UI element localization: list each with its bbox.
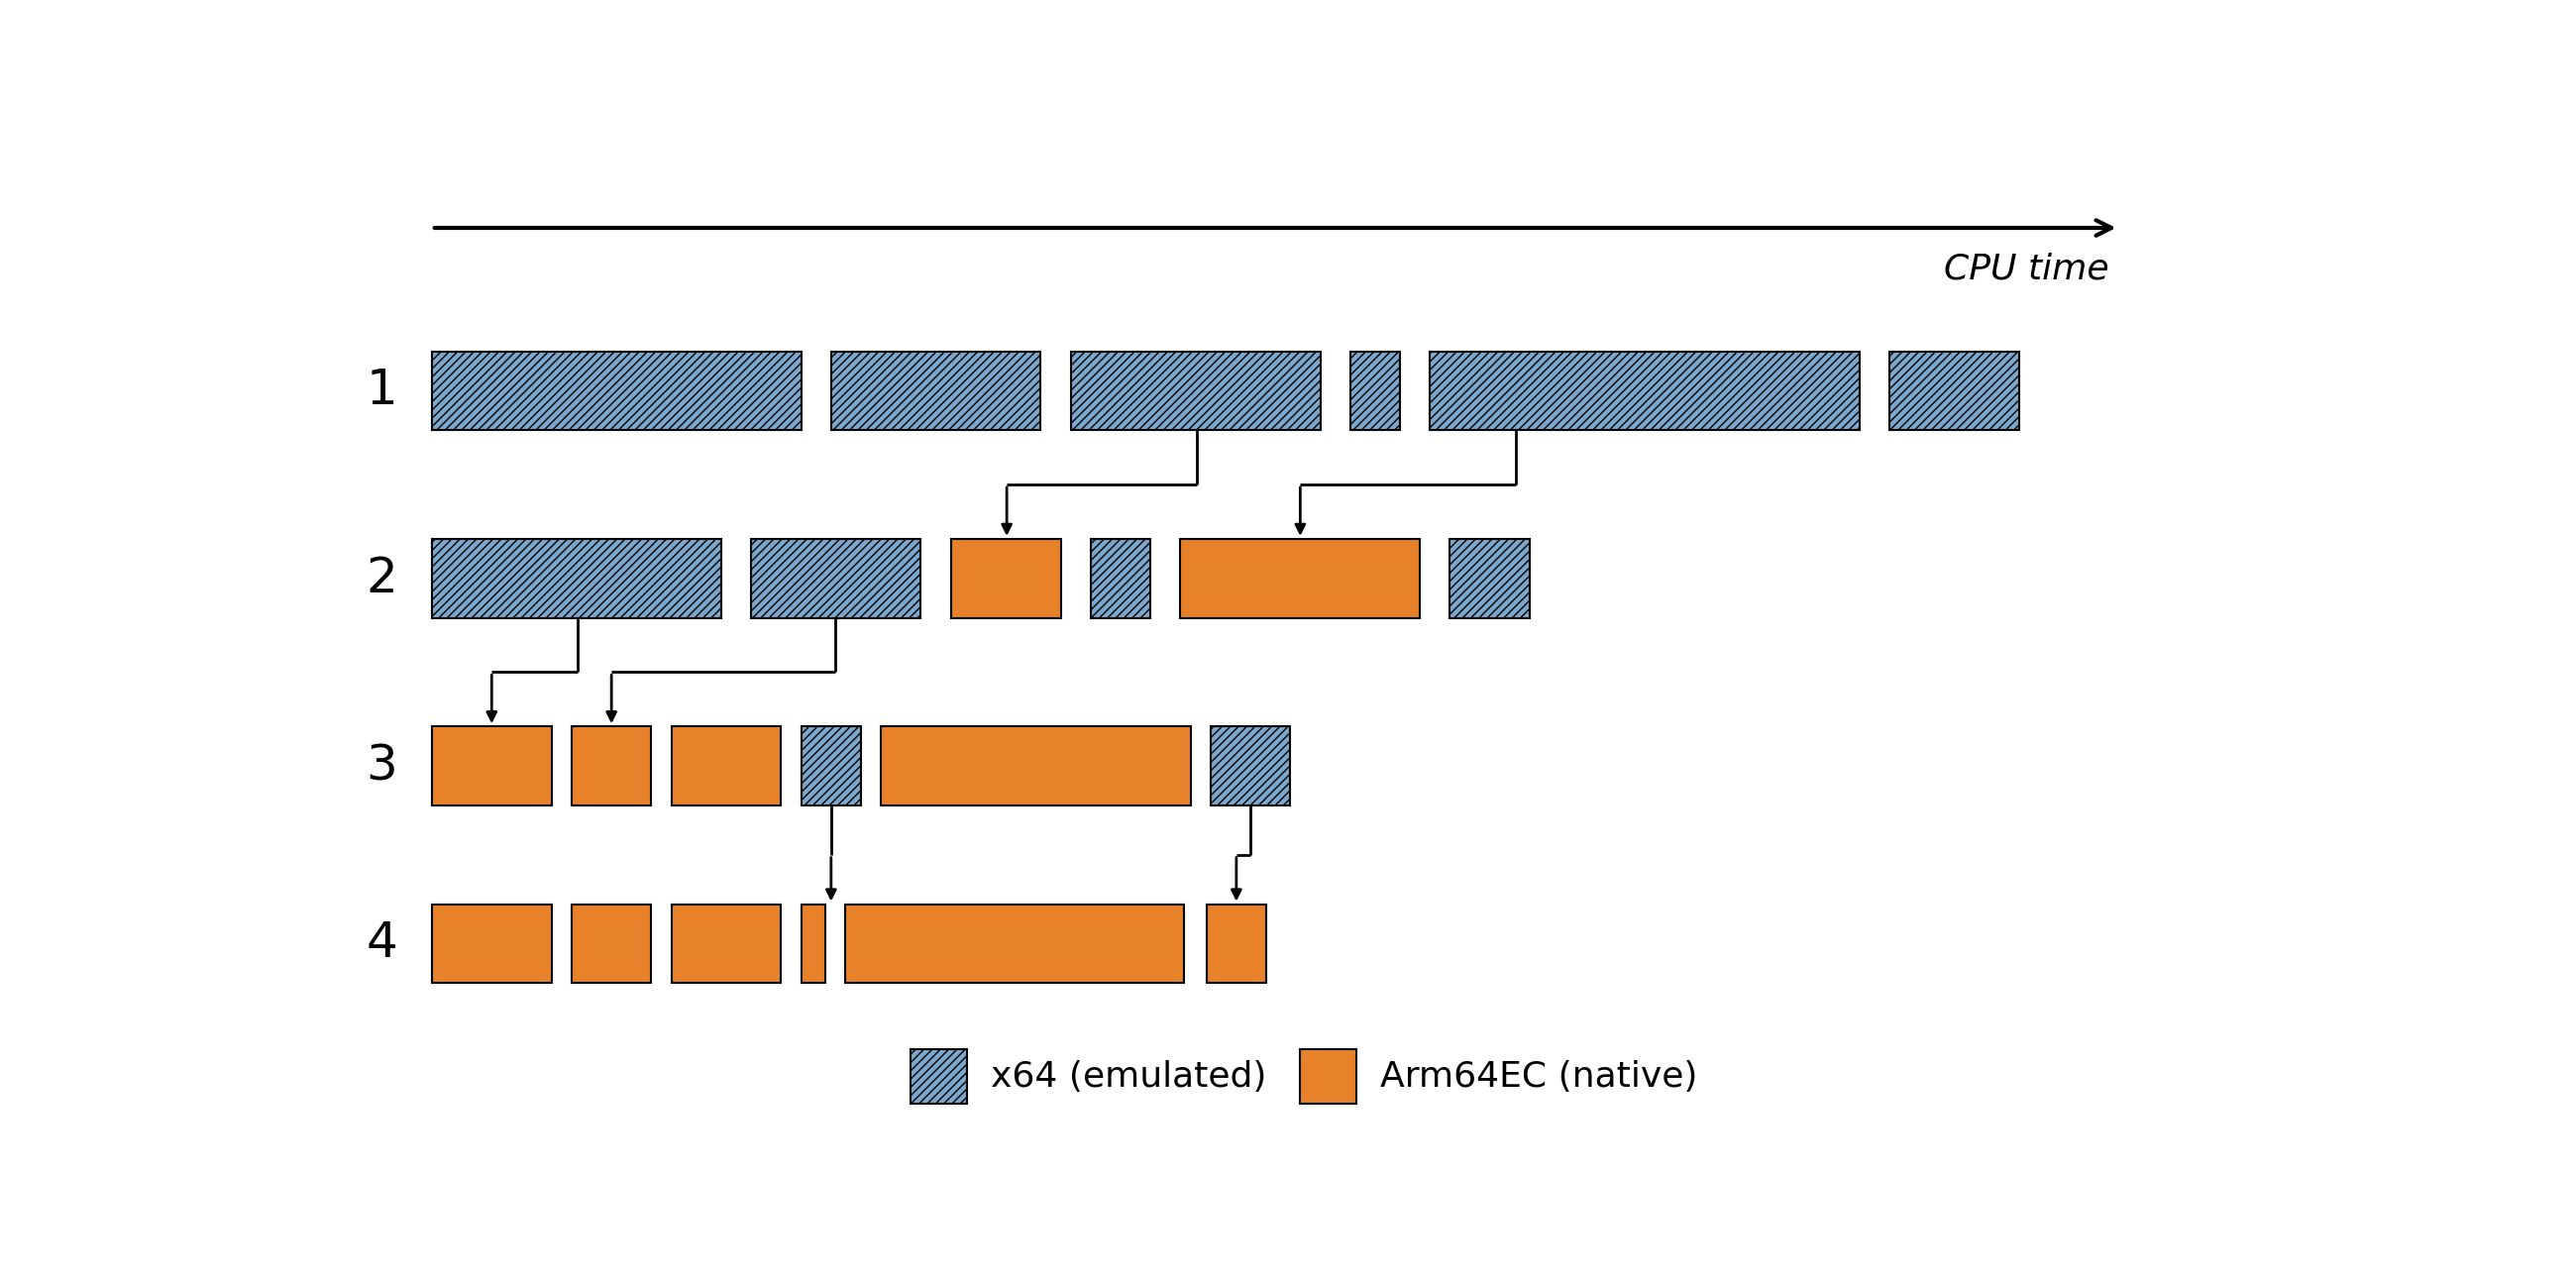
Bar <box>832 351 1041 431</box>
Bar <box>1430 351 1860 431</box>
Bar <box>1090 538 1151 618</box>
Bar <box>1350 351 1401 431</box>
Bar <box>433 727 551 805</box>
Bar <box>572 727 652 805</box>
Bar <box>881 727 1190 805</box>
Bar <box>845 904 1185 983</box>
Text: x64 (emulated): x64 (emulated) <box>992 1060 1267 1094</box>
Bar <box>1072 351 1319 431</box>
Text: 1: 1 <box>366 367 397 414</box>
Text: 4: 4 <box>366 919 397 968</box>
Bar <box>1450 538 1530 618</box>
Bar <box>801 727 860 805</box>
Bar <box>752 538 920 618</box>
Text: Arm64EC (native): Arm64EC (native) <box>1381 1060 1698 1094</box>
Bar <box>912 1050 966 1104</box>
Bar <box>672 727 781 805</box>
Bar <box>1301 1050 1355 1104</box>
Bar <box>951 538 1061 618</box>
Bar <box>672 904 781 983</box>
Text: 2: 2 <box>366 555 397 603</box>
Bar <box>1888 351 2020 431</box>
Bar <box>572 904 652 983</box>
Bar <box>1206 904 1267 983</box>
Bar <box>801 904 824 983</box>
Bar <box>433 904 551 983</box>
Text: 3: 3 <box>366 742 397 790</box>
Text: CPU time: CPU time <box>1945 253 2110 286</box>
Bar <box>433 538 721 618</box>
Bar <box>433 351 801 431</box>
Bar <box>1211 727 1291 805</box>
Bar <box>1180 538 1419 618</box>
